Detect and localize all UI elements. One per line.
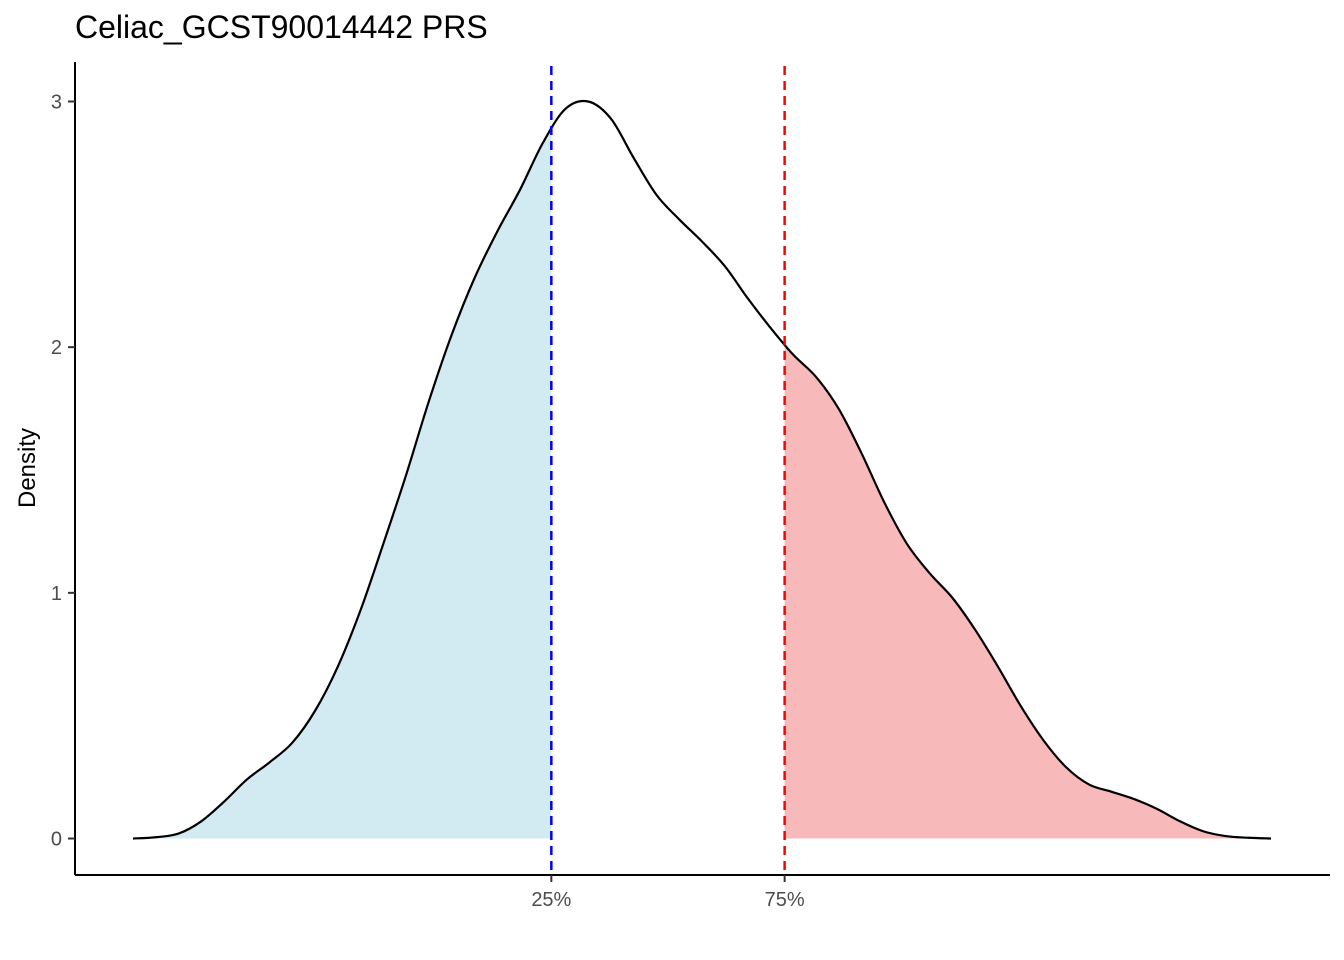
x-tick-label: 75%	[765, 889, 805, 911]
region-lower	[133, 130, 552, 839]
y-axis-label: Density	[14, 428, 41, 508]
x-tick-label: 25%	[531, 889, 571, 911]
x-axis-ticks: 25% 75%	[531, 875, 805, 911]
chart-title: Celiac_GCST90014442 PRS	[75, 9, 488, 45]
region-upper	[784, 344, 1271, 839]
y-tick-label: 2	[51, 337, 62, 359]
y-axis-ticks: 0 1 2 3	[51, 92, 75, 851]
y-tick-label: 3	[51, 92, 62, 114]
threshold-lines	[550, 66, 786, 875]
density-curve	[132, 99, 1272, 840]
y-tick-label: 1	[51, 583, 62, 605]
shaded-regions	[133, 130, 1271, 839]
y-tick-label: 0	[51, 829, 62, 851]
